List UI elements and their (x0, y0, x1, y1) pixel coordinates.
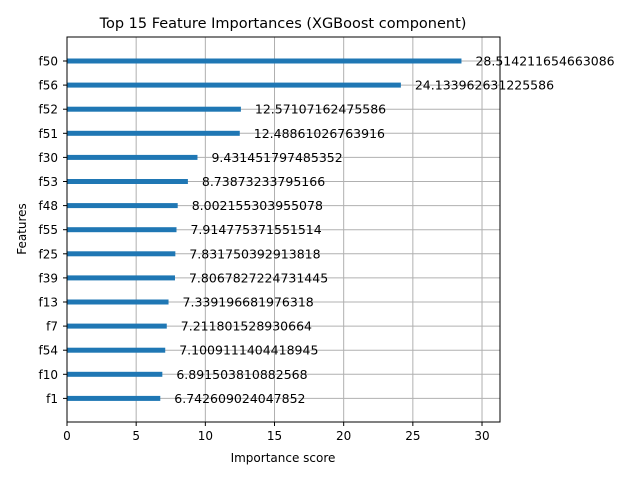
bar-f56 (67, 82, 401, 88)
x-tick-label: 30 (474, 429, 489, 443)
bar-f51 (67, 130, 240, 136)
y-tick-label-f55: f55 (39, 223, 59, 237)
bar-value-label-f55: 7.914775371551514 (190, 222, 321, 237)
bar-value-label-f30: 9.431451797485352 (211, 150, 342, 165)
bar-f10 (67, 371, 163, 377)
bar-value-label-f10: 6.891503810882568 (176, 367, 307, 382)
bar-f55 (67, 227, 177, 233)
bar-value-label-f25: 7.831750392913818 (189, 246, 320, 261)
y-tick-label-f7: f7 (46, 320, 58, 334)
bar-value-label-f39: 7.8067827224731445 (189, 270, 328, 285)
x-axis-label: Importance score (231, 451, 336, 465)
x-tick-label: 20 (336, 429, 351, 443)
x-tick-label: 0 (63, 429, 71, 443)
x-tick-label: 5 (132, 429, 140, 443)
y-tick-label-f53: f53 (39, 175, 59, 189)
bar-value-label-f52: 12.57107162475586 (255, 102, 386, 117)
y-tick-label-f10: f10 (39, 368, 59, 382)
bar-value-label-f51: 12.48861026763916 (254, 126, 385, 141)
y-tick-label-f13: f13 (39, 296, 59, 310)
bar-f7 (67, 323, 167, 329)
y-axis-label: Features (15, 203, 29, 255)
x-tick-label: 25 (405, 429, 420, 443)
x-tick-label: 15 (267, 429, 282, 443)
bar-f39 (67, 275, 175, 281)
bar-f1 (67, 395, 161, 401)
bar-value-label-f56: 24.133962631225586 (415, 78, 554, 93)
x-tick-label: 10 (198, 429, 213, 443)
y-tick-label-f56: f56 (39, 79, 59, 93)
bar-f30 (67, 154, 198, 160)
bar-value-label-f48: 8.002155303955078 (192, 198, 323, 213)
y-tick-label-f30: f30 (39, 151, 59, 165)
bar-value-label-f53: 8.73873233795166 (202, 174, 325, 189)
bar-f50 (67, 58, 462, 64)
bar-f25 (67, 251, 176, 257)
y-axis-ticks: f50 f56 f52 f51 f30 f53 f48 f55 f25 f39 f13 f7 f54 f1… (39, 55, 67, 406)
bar-value-label-f50: 28.514211654663086 (475, 54, 614, 69)
bar-value-label-f54: 7.1009111404418945 (179, 343, 318, 358)
chart-title: Top 15 Feature Importances (XGBoost comp… (99, 16, 467, 32)
bar-f54 (67, 347, 166, 353)
bar-f13 (67, 299, 169, 305)
bar-value-label-f1: 6.742609024047852 (174, 391, 305, 406)
bar-f48 (67, 203, 178, 209)
bar-f53 (67, 179, 188, 184)
bar-value-label-f7: 7.211801528930664 (181, 319, 312, 334)
y-tick-label-f54: f54 (39, 344, 59, 358)
y-tick-label-f52: f52 (39, 103, 59, 117)
bars (67, 58, 462, 401)
y-tick-label-f50: f50 (39, 55, 59, 69)
bar-f52 (67, 106, 241, 112)
y-tick-label-f25: f25 (39, 247, 59, 261)
x-axis-ticks: 0 5 10 15 20 25 30 (63, 422, 490, 443)
y-tick-label-f51: f51 (39, 127, 59, 141)
bar-value-label-f13: 7.339196681976318 (183, 295, 314, 310)
bar-value-labels: 28.514211654663086 24.133962631225586 12.5… (174, 54, 614, 406)
y-tick-label-f39: f39 (39, 271, 59, 285)
y-tick-label-f48: f48 (39, 199, 59, 213)
y-tick-label-f1: f1 (46, 392, 58, 406)
